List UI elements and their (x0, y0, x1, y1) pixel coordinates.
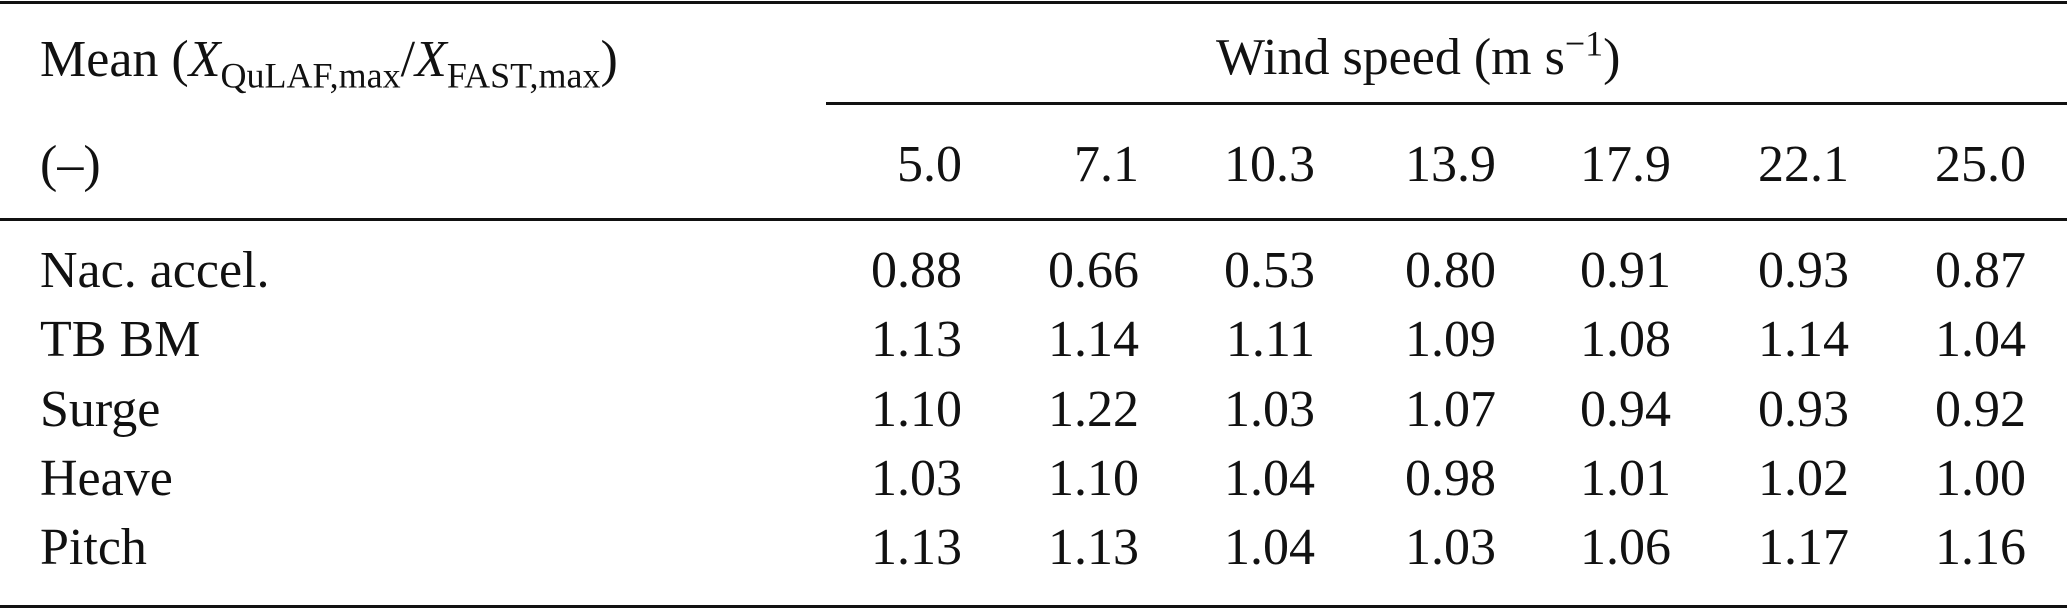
cell: 1.03 (871, 450, 962, 507)
cell: 1.03 (1224, 381, 1315, 438)
stub-var: X (415, 31, 447, 88)
unit-label: (–) (40, 136, 101, 193)
cell: 1.00 (1935, 450, 2026, 507)
cell: 1.13 (871, 519, 962, 576)
cell: 1.10 (871, 381, 962, 438)
top-rule (0, 1, 2067, 4)
cell: 1.08 (1580, 311, 1671, 368)
cell: 1.13 (871, 311, 962, 368)
cell: 1.07 (1405, 381, 1496, 438)
cell: 1.04 (1935, 311, 2026, 368)
cell: 0.92 (1935, 381, 2026, 438)
cell: 1.02 (1758, 450, 1849, 507)
stub-subscript: QuLAF,max (220, 55, 401, 96)
cell: 1.17 (1758, 519, 1849, 576)
stub-var: X (188, 31, 221, 88)
cell: 1.03 (1405, 519, 1496, 576)
cell: 0.53 (1224, 242, 1315, 299)
cell: 0.98 (1405, 450, 1496, 507)
cell: 1.11 (1225, 311, 1315, 368)
header-rule (0, 218, 2067, 221)
bottom-rule (0, 605, 2067, 608)
column-header: 25.0 (1935, 136, 2026, 193)
row-label: Pitch (40, 519, 147, 576)
stub-slash: / (400, 31, 416, 88)
column-header: 5.0 (897, 136, 962, 193)
cell: 1.04 (1224, 450, 1315, 507)
cell: 1.13 (1048, 519, 1139, 576)
cell: 0.88 (871, 242, 962, 299)
cell: 0.93 (1758, 381, 1849, 438)
column-header: 13.9 (1405, 136, 1496, 193)
stub-prefix: Mean ( (40, 31, 189, 88)
group-rule (826, 102, 2067, 105)
column-header: 7.1 (1074, 136, 1139, 193)
cell: 1.04 (1224, 519, 1315, 576)
cell: 1.22 (1048, 381, 1139, 438)
cell: 1.10 (1048, 450, 1139, 507)
cell: 1.16 (1935, 519, 2026, 576)
row-label: TB BM (40, 311, 201, 368)
group-suffix: ) (1603, 29, 1621, 86)
cell: 1.14 (1048, 311, 1139, 368)
cell: 1.09 (1405, 311, 1496, 368)
cell: 1.14 (1758, 311, 1849, 368)
row-label: Heave (40, 450, 173, 507)
group-text: Wind speed (m s (1216, 29, 1565, 86)
row-label: Surge (40, 381, 161, 438)
stub-subscript: FAST,max (446, 55, 601, 96)
cell: 0.91 (1580, 242, 1671, 299)
column-header: 10.3 (1224, 136, 1315, 193)
cell: 0.93 (1758, 242, 1849, 299)
cell: 0.87 (1935, 242, 2026, 299)
group-sup: −1 (1564, 23, 1604, 64)
cell: 1.06 (1580, 519, 1671, 576)
cell: 0.80 (1405, 242, 1496, 299)
column-header: 17.9 (1580, 136, 1671, 193)
cell: 0.94 (1580, 381, 1671, 438)
stub-header: Mean (XQuLAF,max/XFAST,max) (40, 31, 618, 94)
stub-suffix: ) (600, 31, 618, 88)
group-header: Wind speed (m s−1) (1216, 26, 1621, 86)
row-label: Nac. accel. (40, 242, 270, 299)
cell: 0.66 (1048, 242, 1139, 299)
column-header: 22.1 (1758, 136, 1849, 193)
cell: 1.01 (1580, 450, 1671, 507)
